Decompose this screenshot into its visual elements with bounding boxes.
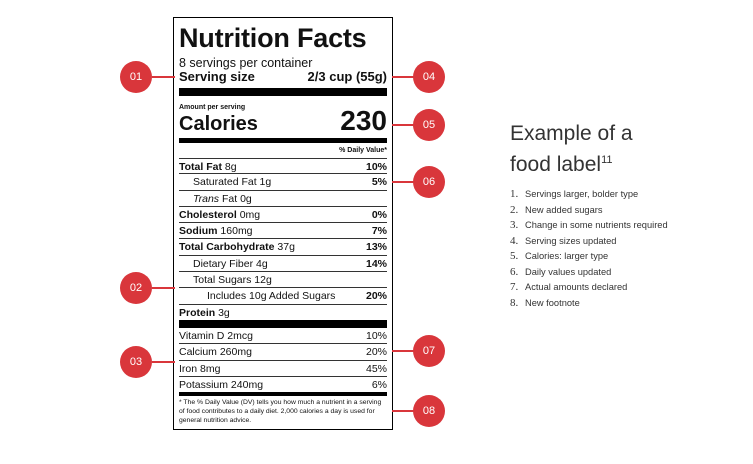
nutrient-row: Includes 10g Added Sugars 20% (179, 288, 387, 305)
serving-size-value: 2/3 cup (55g) (307, 69, 387, 84)
legend-item: 7. Actual amounts declared (510, 281, 628, 293)
calories-label: Calories (179, 113, 258, 135)
legend-item: 1. Servings larger, bolder type (510, 188, 639, 200)
nutrient-name: Total Carbohydrate (179, 241, 275, 254)
marker-08: 08 (413, 395, 445, 427)
nutrient-amount: 1g (259, 176, 272, 189)
connector-line (392, 76, 415, 78)
connector-line (152, 361, 175, 363)
connector-line (392, 181, 415, 183)
marker-06: 06 (413, 166, 445, 198)
legend-title: Example of a food label11 (510, 120, 633, 178)
vitamin-row: Potassium 240mg 6% (179, 377, 387, 393)
nutrient-dv: 5% (371, 176, 387, 189)
nutrient-amount: 4g (256, 257, 268, 270)
vitamin-rows: Vitamin D 2mcg 10% Calcium 260mg 20% Iro… (179, 328, 387, 393)
daily-value-header: % Daily Value* (339, 147, 387, 154)
calories-value: 230 (340, 105, 387, 136)
nutrition-label: Nutrition Facts 8 servings per container… (173, 17, 393, 430)
legend-item: 8. New footnote (510, 296, 580, 309)
thick-divider (179, 320, 387, 328)
connector-line (392, 410, 415, 412)
legend-item: 6. Daily values updated (510, 265, 612, 278)
nutrient-dv: 14% (365, 257, 387, 270)
footnote: * The % Daily Value (DV) tells you how m… (179, 399, 382, 424)
nutrient-row: Total Sugars 12g (179, 272, 387, 289)
legend-item: 2. New added sugars (510, 203, 603, 216)
nutrient-amount: Fat 0g (221, 192, 252, 205)
legend-item: 5. Calories: larger type (510, 250, 609, 262)
legend-list: 1. Servings larger, bolder type 2. New add… (510, 187, 668, 311)
marker-03: 03 (120, 346, 152, 378)
servings-per-container: 8 servings per container (179, 56, 313, 70)
connector-line (392, 124, 415, 126)
nutrient-amount: 12g (254, 274, 272, 287)
footnote-divider (179, 392, 387, 396)
vitamin-name: Iron 8mg (179, 362, 221, 375)
nutrient-name: Total Sugars (193, 274, 252, 287)
marker-07: 07 (413, 335, 445, 367)
nutrient-dv: 7% (371, 225, 387, 238)
nutrient-row: Cholesterol 0mg 0% (179, 207, 387, 224)
label-title: Nutrition Facts (179, 23, 367, 53)
nutrient-row: Dietary Fiber 4g 14% (179, 256, 387, 273)
marker-01: 01 (120, 61, 152, 93)
vitamin-row: Calcium 260mg 20% (179, 344, 387, 361)
connector-line (152, 287, 175, 289)
nutrient-name: Cholesterol (179, 208, 237, 221)
nutrient-row: Trans Fat 0g (179, 191, 387, 207)
footnote-ref: 11 (601, 154, 613, 166)
legend-title-text: food label (510, 153, 602, 176)
vitamin-dv: 10% (365, 330, 387, 342)
vitamin-name: Calcium 260mg (179, 346, 252, 359)
nutrient-name: Includes 10g Added Sugars (207, 290, 336, 303)
nutrient-row: Sodium 160mg 7% (179, 223, 387, 240)
nutrient-row: Protein 3g (179, 305, 387, 321)
nutrient-dv: 20% (365, 290, 387, 303)
legend-item: 3. Change in some nutrients required (510, 219, 668, 231)
marker-02: 02 (120, 272, 152, 304)
nutrient-row: Saturated Fat 1g 5% (179, 174, 387, 191)
serving-size-row: Serving size 2/3 cup (55g) (179, 69, 387, 85)
connector-line (392, 350, 415, 352)
nutrient-name: Trans (193, 192, 220, 205)
nutrient-row: Total Carbohydrate 37g 13% (179, 239, 387, 256)
marker-04: 04 (413, 61, 445, 93)
nutrient-name: Sodium (179, 225, 218, 238)
nutrient-dv: 10% (365, 161, 387, 173)
nutrient-amount: 160mg (220, 225, 253, 238)
vitamin-name: Potassium 240mg (179, 378, 264, 391)
legend-title-line1: Example of a (510, 122, 633, 145)
nutrient-dv: 0% (371, 208, 387, 221)
vitamin-row: Vitamin D 2mcg 10% (179, 328, 387, 345)
medium-divider (179, 138, 387, 143)
nutrient-row: Total Fat 8g 10% (179, 158, 387, 175)
nutrient-name: Total Fat (179, 161, 222, 173)
nutrient-amount: 8g (224, 161, 237, 173)
vitamin-dv: 6% (371, 378, 387, 391)
nutrient-dv: 13% (365, 241, 387, 254)
nutrient-amount: 37g (277, 241, 295, 254)
legend-item: 4. Serving sizes updated (510, 234, 617, 247)
vitamin-name: Vitamin D 2mcg (179, 330, 253, 342)
nutrient-amount: 3g (218, 306, 230, 319)
nutrient-name: Saturated Fat (193, 176, 257, 189)
legend-title-line2: food label11 (510, 147, 633, 178)
amount-per-serving: Amount per serving (179, 104, 246, 111)
nutrient-name: Dietary Fiber (193, 257, 254, 270)
nutrient-name: Protein (179, 306, 216, 319)
vitamin-dv: 45% (365, 362, 387, 375)
connector-line (152, 76, 175, 78)
nutrient-amount: 0mg (239, 208, 261, 221)
serving-size-label: Serving size (179, 69, 255, 84)
marker-05: 05 (413, 109, 445, 141)
vitamin-dv: 20% (365, 346, 387, 359)
vitamin-row: Iron 8mg 45% (179, 361, 387, 377)
thick-divider (179, 88, 387, 96)
nutrient-rows: Total Fat 8g 10% Saturated Fat 1g 5% Tra… (179, 158, 387, 321)
